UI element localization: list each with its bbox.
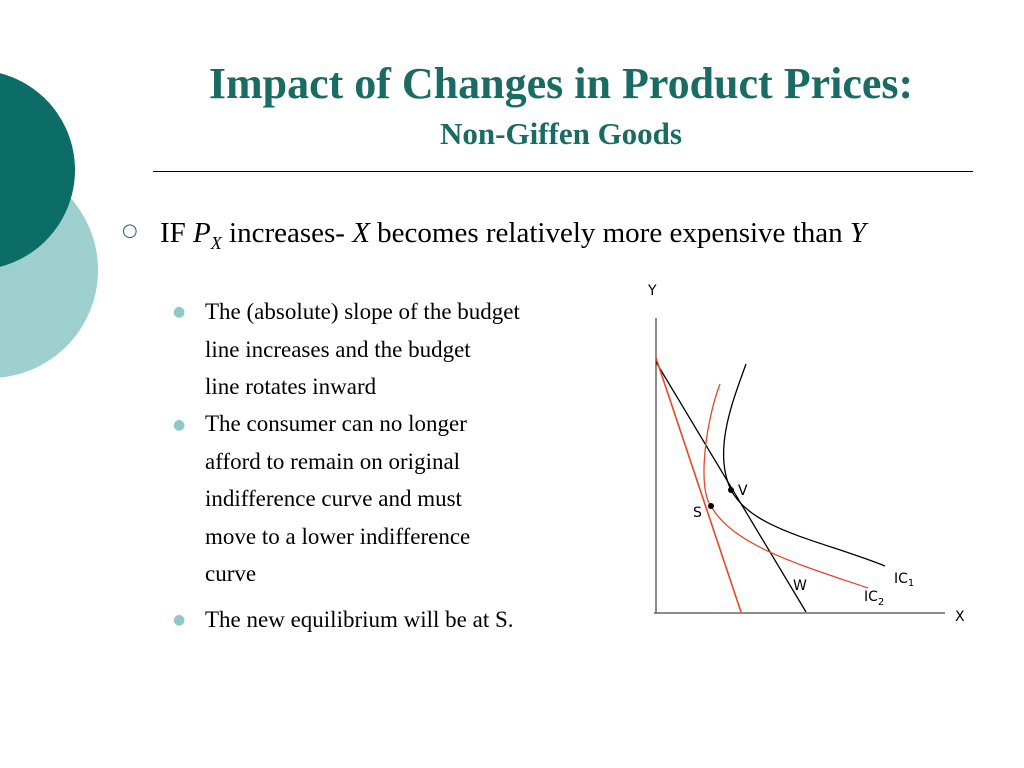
new-budget-line <box>655 357 742 613</box>
sub-bullet-dot-icon: ● <box>173 304 186 320</box>
sub-bullet-text-2: The consumer can no longer afford to rem… <box>205 411 471 586</box>
y-axis-label: Y <box>647 283 657 299</box>
x-axis-label: X <box>955 609 965 625</box>
good-y-symbol: Y <box>849 217 866 249</box>
ic2-label: IC2 <box>864 589 884 608</box>
main-text-part3: becomes relatively more expensive than <box>369 217 850 249</box>
main-bullet-text: IF PX increases- X becomes relatively mo… <box>160 214 920 262</box>
sub-bullet-text-1: The (absolute) slope of the budget line … <box>205 299 520 399</box>
main-text-part1: IF <box>160 217 194 249</box>
sub-bullet-dot-icon: ● <box>173 612 186 628</box>
indifference-curve-1 <box>722 363 886 567</box>
hollow-circle-bullet-icon: ○ <box>122 220 138 241</box>
price-x-symbol: PX <box>193 217 222 253</box>
ic1-label: IC1 <box>894 571 914 589</box>
good-x-symbol: X <box>352 217 370 249</box>
dark-teal-circle <box>0 73 75 267</box>
slide-subtitle: Non-Giffen Goods <box>440 116 682 151</box>
sub-bullet-dot-icon: ● <box>173 417 186 433</box>
point-v-marker <box>728 487 734 493</box>
decorative-circles <box>0 73 98 378</box>
slide-title: Impact of Changes in Product Prices: <box>208 59 914 108</box>
point-w-label: W <box>793 578 807 594</box>
point-s-label: S <box>693 505 702 521</box>
sub-bullet-text-3: The new equilibrium will be at S. <box>205 607 514 632</box>
point-v-label: V <box>738 483 748 499</box>
title-divider <box>153 171 973 172</box>
main-text-part2: increases- <box>221 217 353 249</box>
point-s-marker <box>708 503 714 509</box>
